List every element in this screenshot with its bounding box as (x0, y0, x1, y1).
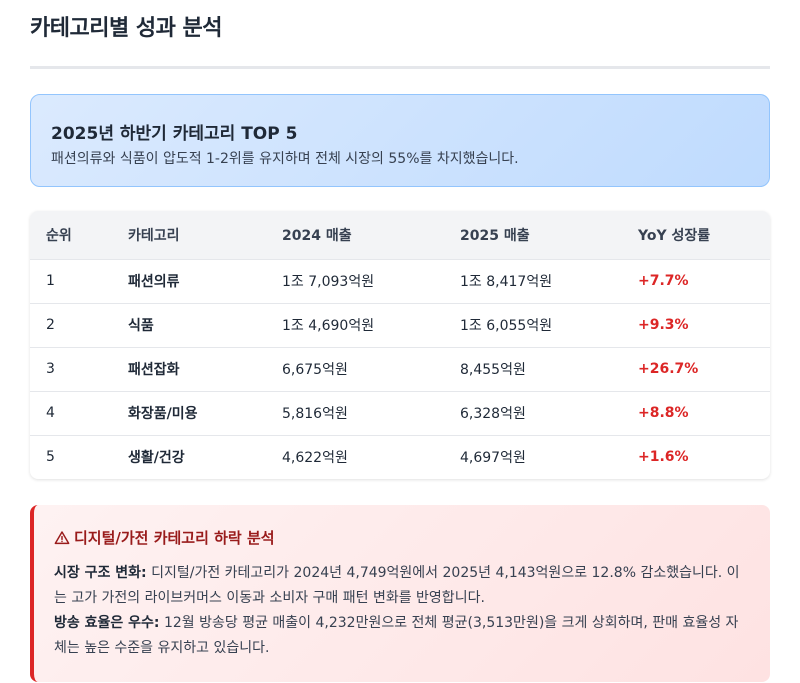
alert-label-efficiency: 방송 효율은 우수: (54, 615, 160, 631)
sales-2025-cell: 1조 8,417억원 (460, 274, 553, 290)
alert-body: 시장 구조 변화: 디지털/가전 카테고리가 2024년 4,749억원에서 2… (54, 561, 750, 661)
yoy-cell: +8.8% (638, 405, 689, 421)
header-rank: 순위 (46, 227, 72, 244)
table-row: 1 패션의류 1조 7,093억원 1조 8,417억원 +7.7% (30, 259, 770, 303)
category-cell: 패션의류 (128, 274, 180, 290)
rank-cell: 2 (46, 317, 55, 333)
category-cell: 화장품/미용 (128, 406, 198, 422)
rank-cell: 3 (46, 361, 55, 377)
sales-2024-cell: 1조 4,690억원 (282, 318, 375, 334)
table-row: 5 생활/건강 4,622억원 4,697억원 +1.6% (30, 435, 770, 479)
summary-text: 패션의류와 식품이 압도적 1-2위를 유지하며 전체 시장의 55%를 차지했… (51, 151, 519, 167)
sales-2025-cell: 6,328억원 (460, 406, 526, 422)
alert-card: 디지털/가전 카테고리 하락 분석 시장 구조 변화: 디지털/가전 카테고리가… (30, 505, 770, 682)
summary-card: 2025년 하반기 카테고리 TOP 5 패션의류와 식품이 압도적 1-2위를… (30, 94, 770, 187)
table-row: 2 식품 1조 4,690억원 1조 6,055억원 +9.3% (30, 303, 770, 347)
alert-title: 디지털/가전 카테고리 하락 분석 (74, 529, 275, 547)
summary-title: 2025년 하반기 카테고리 TOP 5 (51, 124, 298, 144)
alert-paragraph-market: 시장 구조 변화: 디지털/가전 카테고리가 2024년 4,749억원에서 2… (54, 561, 750, 611)
table-header-row: 순위 카테고리 2024 매출 2025 매출 YoY 성장률 (30, 211, 770, 259)
sales-2025-cell: 4,697억원 (460, 450, 526, 467)
category-cell: 생활/건강 (128, 450, 185, 467)
alert-paragraph-efficiency: 방송 효율은 우수: 12월 방송당 평균 매출이 4,232만원으로 전체 평… (54, 611, 750, 661)
alert-text-efficiency: 12월 방송당 평균 매출이 4,232만원으로 전체 평균(3,513만원)을… (54, 615, 739, 656)
rank-cell: 5 (46, 449, 55, 466)
category-table: 순위 카테고리 2024 매출 2025 매출 YoY 성장률 1 패션의류 1… (30, 211, 770, 479)
alert-title-row: 디지털/가전 카테고리 하락 분석 (54, 527, 275, 548)
warning-icon (54, 530, 70, 544)
sales-2024-cell: 1조 7,093억원 (282, 274, 375, 290)
header-sales-2024: 2024 매출 (282, 227, 352, 244)
yoy-cell: +1.6% (638, 449, 689, 466)
category-cell: 패션잡화 (128, 362, 180, 378)
sales-2024-cell: 6,675억원 (282, 362, 348, 378)
yoy-cell: +7.7% (638, 273, 689, 289)
rank-cell: 4 (46, 405, 55, 421)
category-cell: 식품 (128, 318, 154, 334)
header-category: 카테고리 (128, 227, 180, 244)
alert-label-market: 시장 구조 변화: (54, 565, 147, 581)
table-row: 3 패션잡화 6,675억원 8,455억원 +26.7% (30, 347, 770, 391)
page-title: 카테고리별 성과 분석 (30, 16, 222, 41)
sales-2024-cell: 5,816억원 (282, 406, 348, 422)
sales-2024-cell: 4,622억원 (282, 450, 348, 467)
alert-text-market: 디지털/가전 카테고리가 2024년 4,749억원에서 2025년 4,143… (54, 565, 740, 606)
title-divider (30, 66, 770, 69)
table-row: 4 화장품/미용 5,816억원 6,328억원 +8.8% (30, 391, 770, 435)
yoy-cell: +9.3% (638, 317, 689, 333)
sales-2025-cell: 8,455억원 (460, 362, 526, 378)
header-sales-2025: 2025 매출 (460, 227, 530, 244)
sales-2025-cell: 1조 6,055억원 (460, 318, 553, 334)
rank-cell: 1 (46, 273, 55, 289)
header-yoy: YoY 성장률 (638, 227, 711, 244)
yoy-cell: +26.7% (638, 361, 699, 377)
